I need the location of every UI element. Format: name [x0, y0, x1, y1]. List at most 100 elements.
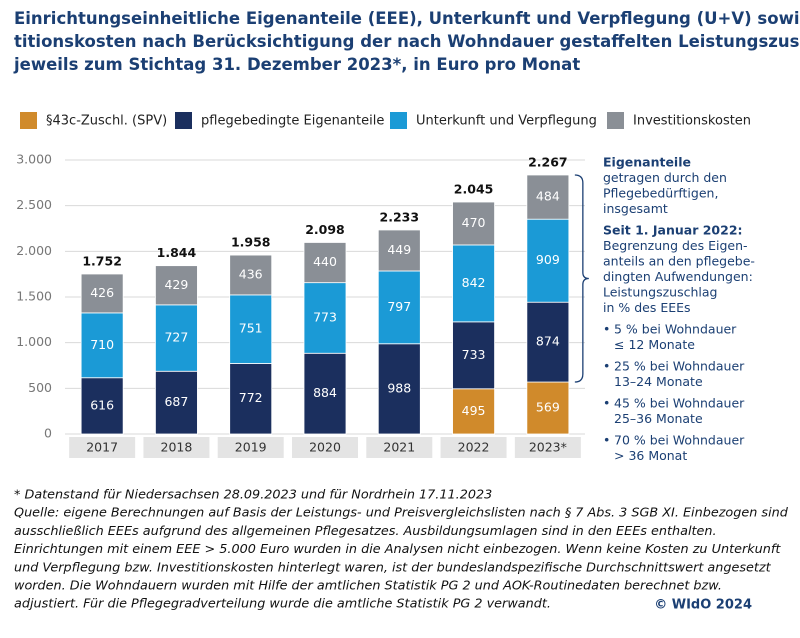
category-box — [143, 437, 210, 458]
annotation-text: Pflegebedürftigen, — [603, 186, 718, 201]
annotation-heading: Eigenanteile — [603, 155, 691, 170]
bar-segment — [303, 282, 347, 354]
bullet-text: ≤ 12 Monate — [614, 337, 695, 352]
bracket — [574, 174, 589, 383]
segment-label: 440 — [313, 254, 337, 269]
category-box — [440, 437, 507, 458]
segment-label: 773 — [313, 309, 337, 324]
bar-segment — [303, 352, 347, 435]
footnote: ausschließlich EEEs aufgrund des allgeme… — [14, 524, 717, 539]
bar-segment — [80, 312, 124, 379]
chart-title: titionskosten nach Berücksichtigung der … — [14, 32, 800, 51]
footnote: * Datenstand für Niedersachsen 28.09.202… — [14, 488, 492, 503]
y-tick-label: 1.000 — [16, 334, 52, 349]
segment-label: 751 — [239, 321, 263, 336]
annotation-text: dingten Aufwendungen: — [603, 269, 753, 284]
annotation-text: getragen durch den — [603, 170, 727, 185]
bullet: • — [603, 322, 610, 337]
chart-title: Einrichtungseinheitliche Eigenanteile (E… — [14, 9, 800, 28]
bullet-text: 5 % bei Wohndauer — [614, 322, 737, 337]
bullet-text: 13–24 Monate — [614, 374, 703, 389]
category-box — [217, 437, 284, 458]
bar-segment — [526, 218, 570, 303]
legend-swatch — [20, 112, 37, 129]
footnote: adjustiert. Für die Pflegegradverteilung… — [14, 597, 551, 612]
annotation-text: in % des EEEs — [603, 300, 691, 315]
segment-label: 733 — [462, 347, 486, 362]
x-tick-label: 2018 — [161, 440, 193, 455]
category-box — [69, 437, 136, 458]
legend-swatch — [607, 112, 624, 129]
annotation-text: anteils an den pflegebe- — [603, 254, 755, 269]
footnote: Einrichtungen mit einem EEE > 5.000 Euro… — [14, 542, 781, 557]
x-tick-label: 2023* — [529, 440, 567, 455]
annotation-text: Begrenzung des Eigen- — [603, 238, 748, 253]
segment-label: 449 — [387, 242, 411, 257]
legend-label: Unterkunft und Verpflegung — [416, 114, 597, 129]
bar-segment — [377, 229, 421, 272]
total-label: 1.958 — [231, 235, 271, 250]
bar-segment — [526, 174, 570, 220]
bar-segment — [229, 294, 273, 364]
bar-segment — [377, 270, 421, 345]
bullet-text: 70 % bei Wohndauer — [614, 433, 745, 448]
bullet-text: 45 % bei Wohndauer — [614, 396, 745, 411]
segment-label: 569 — [536, 400, 560, 415]
bullet: • — [603, 396, 610, 411]
x-tick-label: 2020 — [309, 440, 341, 455]
segment-label: 842 — [462, 275, 486, 290]
y-tick-label: 1.500 — [16, 289, 52, 304]
total-label: 1.844 — [157, 245, 197, 260]
footnote: worden. Die Wohndauern wurden mit Hilfe … — [14, 579, 722, 594]
legend-label: pflegebedingte Eigenanteile — [201, 114, 384, 129]
bar-segment — [303, 242, 347, 284]
segment-label: 436 — [239, 266, 263, 281]
y-tick-label: 0 — [44, 426, 52, 441]
annotation-text: insgesamt — [603, 201, 668, 216]
total-label: 1.752 — [82, 253, 122, 268]
legend-label: Investitionskosten — [633, 114, 751, 129]
bullet-text: 25–36 Monate — [614, 411, 703, 426]
segment-label: 797 — [387, 299, 411, 314]
segment-label: 687 — [164, 394, 188, 409]
bar-segment — [155, 265, 198, 306]
bar-segment — [155, 370, 198, 435]
total-label: 2.045 — [454, 182, 494, 197]
segment-label: 495 — [462, 403, 486, 418]
bar-segment — [80, 273, 124, 314]
segment-label: 484 — [536, 189, 560, 204]
total-label: 2.098 — [305, 222, 345, 237]
y-tick-label: 2.000 — [16, 243, 52, 258]
segment-label: 909 — [536, 252, 560, 267]
category-box — [292, 437, 358, 458]
bar-segment — [377, 343, 421, 435]
category-box — [514, 437, 581, 458]
footnote: und Verpflegung bzw. Investitionskosten … — [14, 560, 772, 575]
legend-label: §43c-Zuschl. (SPV) — [46, 114, 167, 129]
segment-label: 727 — [164, 330, 188, 345]
footnote: Quelle: eigene Berechnungen auf Basis de… — [14, 506, 789, 521]
bar-segment — [452, 244, 495, 323]
bar-segment — [229, 254, 273, 296]
bullet: • — [603, 359, 610, 374]
legend-swatch — [175, 112, 192, 129]
segment-label: 772 — [239, 390, 263, 405]
category-box — [366, 437, 433, 458]
x-tick-label: 2017 — [86, 440, 118, 455]
segment-label: 874 — [536, 334, 560, 349]
bar-segment — [155, 304, 198, 372]
segment-label: 710 — [90, 337, 114, 352]
bar-segment — [526, 381, 570, 435]
bullet-text: 25 % bei Wohndauer — [614, 359, 745, 374]
x-tick-label: 2022 — [458, 440, 490, 455]
legend-swatch — [390, 112, 407, 129]
annotation-text: Leistungszuschlag — [603, 285, 717, 300]
segment-label: 616 — [90, 397, 114, 412]
y-tick-label: 500 — [28, 380, 52, 395]
bar-segment — [80, 377, 124, 435]
segment-label: 426 — [90, 285, 114, 300]
bullet: • — [603, 433, 610, 448]
x-tick-label: 2019 — [235, 440, 267, 455]
x-tick-label: 2021 — [383, 440, 415, 455]
bar-segment — [452, 321, 495, 390]
